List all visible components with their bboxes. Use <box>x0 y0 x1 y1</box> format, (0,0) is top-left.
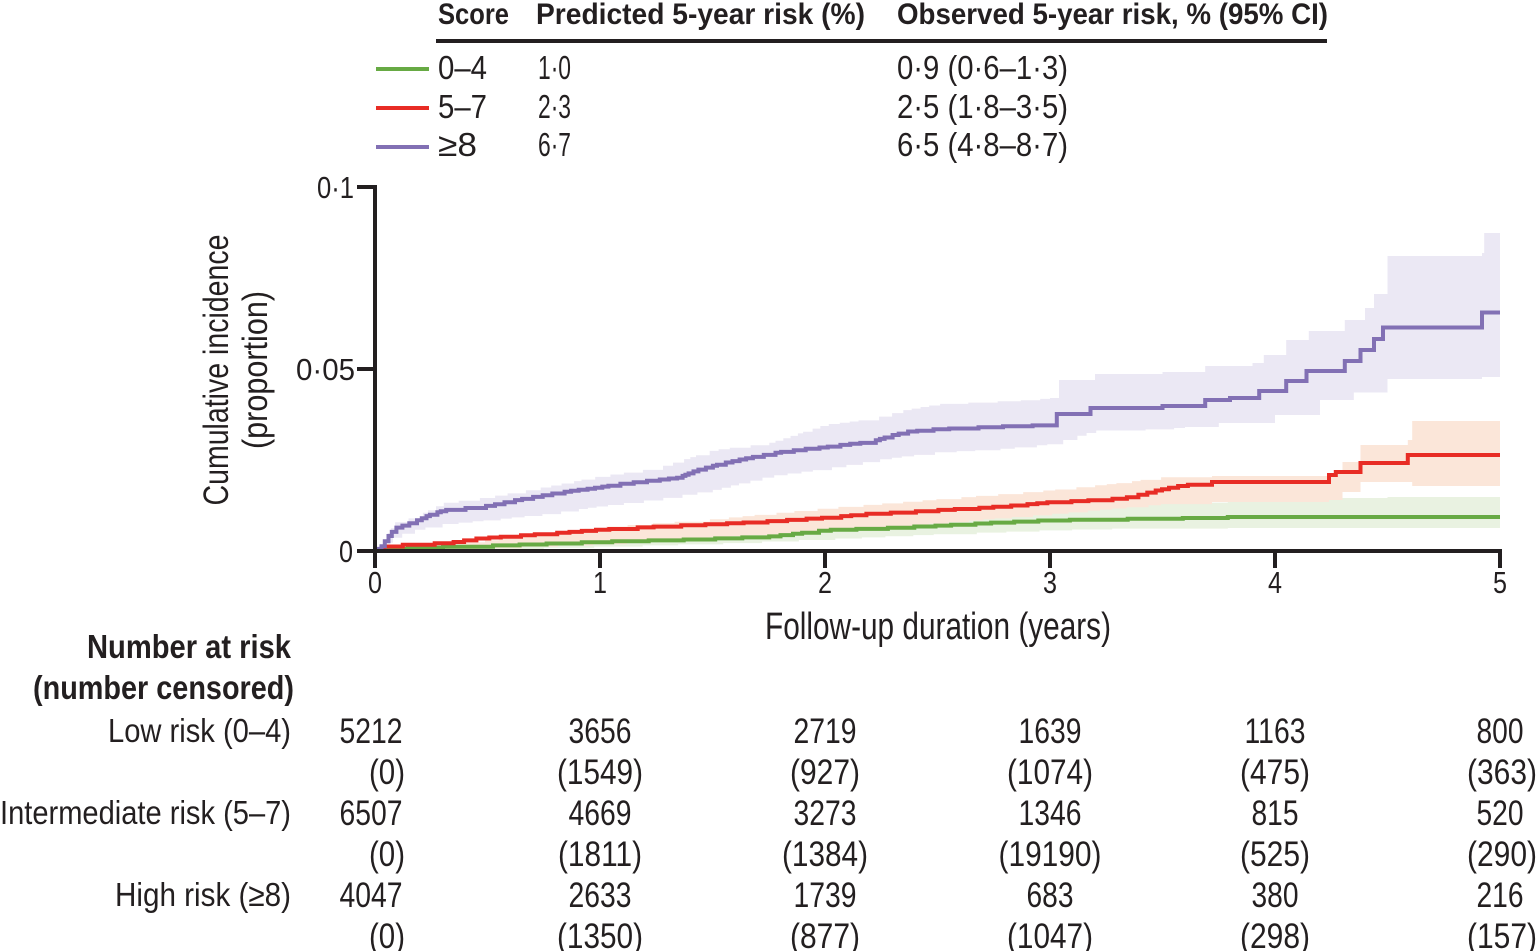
svg-text:2·3: 2·3 <box>538 88 571 125</box>
svg-text:4669: 4669 <box>569 793 632 833</box>
svg-text:1739: 1739 <box>794 875 857 915</box>
svg-text:1346: 1346 <box>1019 793 1082 833</box>
svg-text:4: 4 <box>1268 565 1282 600</box>
svg-text:2: 2 <box>818 565 832 600</box>
svg-text:5–7: 5–7 <box>438 88 487 125</box>
svg-text:≥8: ≥8 <box>438 126 477 163</box>
svg-text:(1549): (1549) <box>557 752 643 792</box>
svg-text:(927): (927) <box>790 752 860 792</box>
svg-text:(877): (877) <box>790 916 860 951</box>
svg-text:3: 3 <box>1043 565 1057 600</box>
svg-text:High risk (≥8): High risk (≥8) <box>115 876 291 913</box>
svg-text:(0): (0) <box>369 916 405 951</box>
svg-text:(298): (298) <box>1240 916 1310 951</box>
svg-text:(0): (0) <box>369 752 405 792</box>
svg-text:0·1: 0·1 <box>317 170 354 205</box>
svg-text:(1350): (1350) <box>557 916 643 951</box>
svg-text:216: 216 <box>1477 875 1524 915</box>
svg-text:4047: 4047 <box>340 875 403 915</box>
svg-text:1639: 1639 <box>1019 711 1082 751</box>
svg-text:Number at risk: Number at risk <box>87 628 292 665</box>
svg-text:(1074): (1074) <box>1007 752 1093 792</box>
svg-text:1: 1 <box>593 565 607 600</box>
svg-text:2633: 2633 <box>569 875 632 915</box>
svg-text:1·0: 1·0 <box>538 49 571 86</box>
svg-text:0: 0 <box>368 565 382 600</box>
svg-text:2719: 2719 <box>794 711 857 751</box>
svg-text:0·9 (0·6–1·3): 0·9 (0·6–1·3) <box>897 49 1068 86</box>
svg-text:(1384): (1384) <box>782 834 868 874</box>
svg-text:1163: 1163 <box>1245 711 1306 751</box>
svg-text:(proportion): (proportion) <box>236 291 275 449</box>
svg-text:Follow-up duration (years): Follow-up duration (years) <box>765 606 1111 648</box>
svg-text:(0): (0) <box>369 834 405 874</box>
svg-text:Predicted 5-year risk (%): Predicted 5-year risk (%) <box>536 0 865 31</box>
svg-text:(1811): (1811) <box>558 834 642 874</box>
svg-text:6·5 (4·8–8·7): 6·5 (4·8–8·7) <box>897 126 1068 163</box>
svg-text:(525): (525) <box>1240 834 1310 874</box>
svg-text:520: 520 <box>1477 793 1524 833</box>
svg-text:(19190): (19190) <box>999 834 1102 874</box>
svg-text:Observed 5-year risk, % (95% C: Observed 5-year risk, % (95% CI) <box>897 0 1328 31</box>
svg-text:0: 0 <box>339 534 353 569</box>
svg-text:Cumulative incidence: Cumulative incidence <box>197 235 236 506</box>
svg-text:0·05: 0·05 <box>296 352 355 387</box>
svg-text:380: 380 <box>1252 875 1299 915</box>
svg-text:6507: 6507 <box>340 793 403 833</box>
svg-text:3273: 3273 <box>794 793 857 833</box>
svg-text:(475): (475) <box>1240 752 1310 792</box>
svg-text:5212: 5212 <box>340 711 403 751</box>
svg-text:5: 5 <box>1493 565 1507 600</box>
svg-text:6·7: 6·7 <box>538 126 571 163</box>
svg-text:0–4: 0–4 <box>438 49 487 86</box>
svg-text:800: 800 <box>1477 711 1524 751</box>
svg-text:Score: Score <box>438 0 509 31</box>
svg-text:815: 815 <box>1252 793 1299 833</box>
svg-text:(363): (363) <box>1467 752 1536 792</box>
svg-text:3656: 3656 <box>569 711 632 751</box>
svg-text:(number censored): (number censored) <box>33 669 294 706</box>
svg-text:Low risk (0–4): Low risk (0–4) <box>108 712 291 749</box>
svg-text:2·5 (1·8–3·5): 2·5 (1·8–3·5) <box>897 88 1068 125</box>
svg-text:(157): (157) <box>1467 916 1536 951</box>
svg-text:Intermediate risk (5–7): Intermediate risk (5–7) <box>0 794 291 831</box>
svg-text:(1047): (1047) <box>1007 916 1093 951</box>
svg-text:683: 683 <box>1027 875 1074 915</box>
svg-text:(290): (290) <box>1467 834 1536 874</box>
